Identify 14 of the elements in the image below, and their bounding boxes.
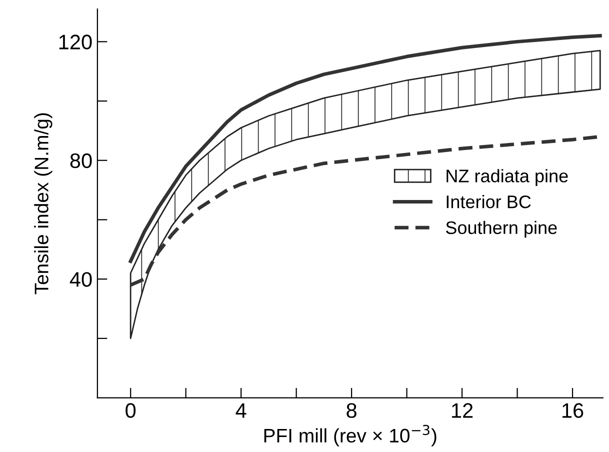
- y-tick-label: 80: [70, 153, 92, 168]
- x-tick-label: 12: [452, 403, 473, 418]
- line-series: [128, 34, 602, 263]
- x-tick-label: 4: [236, 403, 246, 418]
- x-axis-title: PFI mill (rev × 10$^{−3}$): [264, 424, 436, 446]
- y-tick-label: 120: [59, 34, 92, 50]
- y-axis-title: Tensile index (N.m/g): [34, 113, 52, 294]
- x-tick-label: 16: [562, 403, 584, 418]
- x-tick-label: 0: [126, 403, 136, 418]
- y-tick-label: 40: [70, 272, 92, 287]
- legend-label: Southern pine: [446, 220, 557, 238]
- x-tick-label: 8: [346, 403, 356, 418]
- legend-label: NZ radiata pine: [446, 169, 568, 186]
- legend-label: Interior BC: [446, 194, 531, 208]
